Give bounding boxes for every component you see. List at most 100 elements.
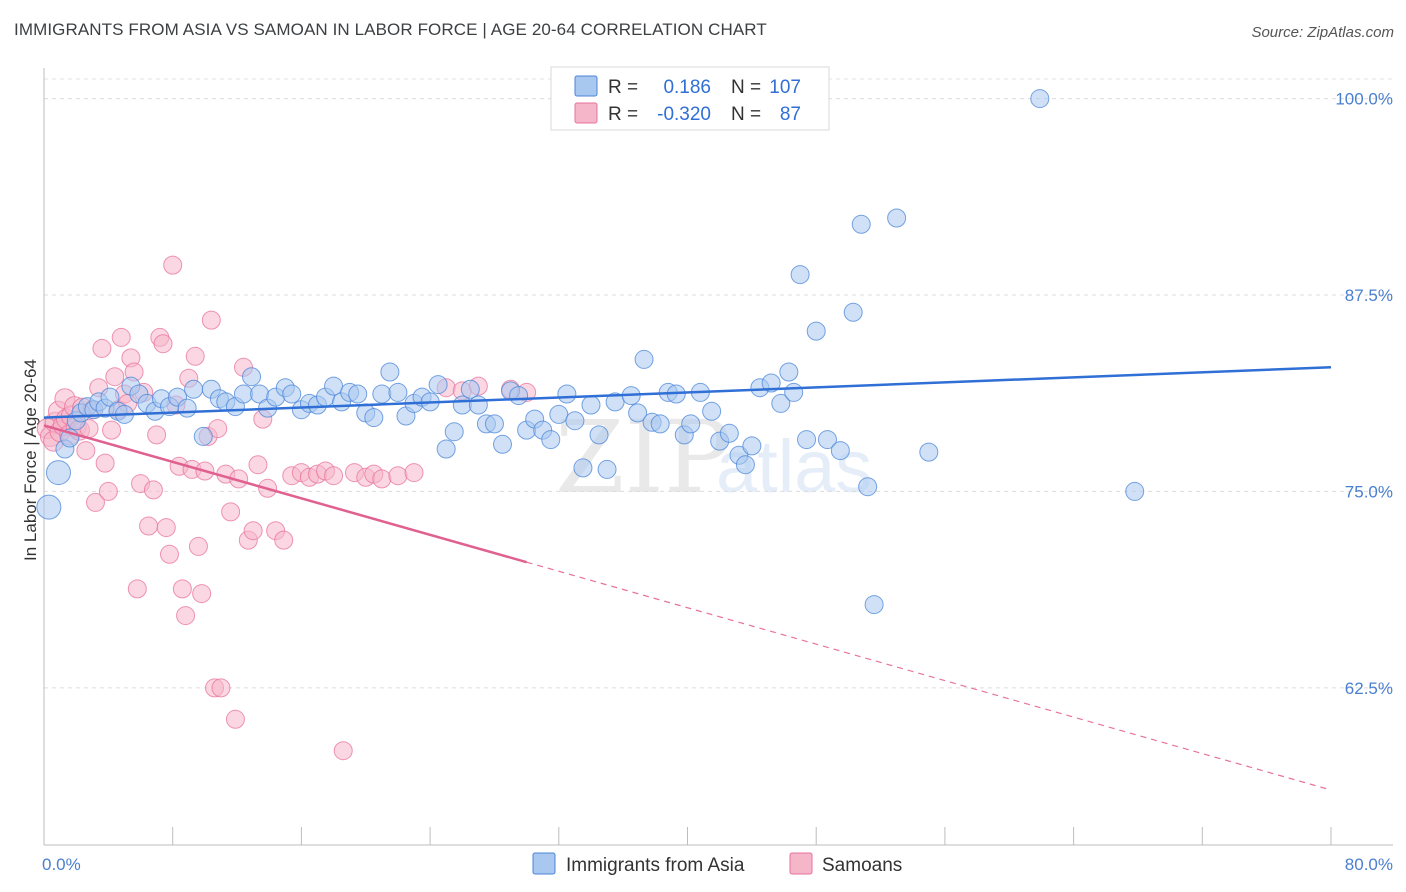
- asia-point: [282, 384, 302, 404]
- x-tick-label-min: 0.0%: [42, 855, 81, 874]
- asia-point: [36, 494, 62, 520]
- samoan-point: [172, 579, 192, 599]
- asia-point: [1030, 89, 1050, 109]
- samoan-point: [221, 502, 241, 522]
- samoan-point: [274, 530, 294, 550]
- asia-point: [565, 411, 585, 431]
- asia-point: [830, 441, 850, 461]
- asia-point: [864, 595, 884, 615]
- asia-point: [742, 436, 762, 456]
- samoan-point: [188, 536, 208, 556]
- legend-n-label-2: N =: [731, 104, 761, 125]
- asia-point: [428, 375, 448, 395]
- x-tick-label-max: 80.0%: [1345, 855, 1393, 874]
- asia-point: [771, 393, 791, 413]
- asia-point: [100, 387, 120, 407]
- trend-line-asia: [43, 366, 1332, 419]
- source-credit: Source: ZipAtlas.com: [1251, 24, 1394, 41]
- trend-line-samoans-dashed: [526, 561, 1332, 791]
- y-tick-labels: 62.5% 75.0% 87.5% 100.0%: [1335, 90, 1393, 698]
- trend-lines: [43, 366, 1332, 791]
- asia-point: [858, 477, 878, 497]
- asia-point: [761, 373, 781, 393]
- asia-point: [492, 434, 512, 454]
- asia-point: [452, 395, 472, 415]
- samoan-point: [127, 579, 147, 599]
- samoan-point: [185, 346, 205, 366]
- bottom-legend: Immigrants from Asia Samoans: [532, 852, 902, 876]
- samoan-point: [192, 584, 212, 604]
- asia-point: [681, 414, 701, 434]
- samoan-point: [95, 453, 115, 473]
- samoan-point: [324, 466, 344, 486]
- asia-point: [436, 439, 456, 459]
- asia-point: [388, 382, 408, 402]
- legend-n-value-2: 87: [780, 104, 801, 125]
- y-tick-label: 100.0%: [1335, 90, 1393, 109]
- y-tick-label: 87.5%: [1345, 286, 1393, 305]
- chart-title: IMMIGRANTS FROM ASIA VS SAMOAN IN LABOR …: [14, 20, 767, 39]
- samoan-point: [243, 521, 263, 541]
- samoan-point: [176, 606, 196, 626]
- legend-r-value-2: -0.320: [657, 104, 711, 125]
- asia-point: [589, 425, 609, 445]
- asia-point: [233, 384, 253, 404]
- series-immigrants-from-asia: [36, 89, 1145, 615]
- legend-n-label-1: N =: [731, 77, 761, 98]
- asia-point: [242, 367, 262, 387]
- y-tick-label: 75.0%: [1345, 482, 1393, 501]
- samoan-point: [404, 463, 424, 483]
- samoan-point: [111, 327, 131, 347]
- bottom-legend-swatch-blue: [532, 852, 556, 875]
- asia-point: [549, 404, 569, 424]
- bottom-legend-label-asia: Immigrants from Asia: [566, 855, 745, 876]
- asia-point: [468, 395, 488, 415]
- asia-point: [817, 430, 837, 450]
- asia-point: [887, 208, 907, 228]
- asia-point: [348, 384, 368, 404]
- legend-r-label-1: R =: [608, 77, 638, 98]
- asia-point: [784, 382, 804, 402]
- asia-point: [843, 302, 863, 322]
- legend-swatch-blue: [574, 75, 598, 97]
- asia-point: [484, 414, 504, 434]
- asia-point: [193, 426, 213, 446]
- y-tick-label: 62.5%: [1345, 679, 1393, 698]
- axes: [43, 68, 1393, 846]
- asia-point: [628, 403, 648, 423]
- samoan-point: [163, 255, 183, 275]
- samoan-point: [143, 480, 163, 500]
- samoan-point: [201, 310, 221, 330]
- asia-point: [460, 379, 480, 399]
- samoan-point: [153, 334, 173, 354]
- asia-point: [790, 265, 810, 285]
- legend: R = 0.186 N = 107 R = -0.320 N = 87: [550, 66, 830, 131]
- legend-r-label-2: R =: [608, 104, 638, 125]
- asia-point: [380, 362, 400, 382]
- legend-r-value-1: 0.186: [663, 77, 711, 98]
- samoan-point: [85, 492, 105, 512]
- asia-point: [719, 423, 739, 443]
- samoan-point: [102, 420, 122, 440]
- samoan-point: [248, 455, 268, 475]
- samoan-point: [388, 466, 408, 486]
- asia-point: [444, 422, 464, 442]
- asia-point: [597, 459, 617, 479]
- asia-point: [573, 458, 593, 478]
- asia-point: [184, 379, 204, 399]
- trend-line-samoans-solid: [43, 424, 527, 564]
- asia-point: [634, 349, 654, 369]
- asia-point: [509, 386, 529, 406]
- asia-point: [735, 455, 755, 475]
- samoan-point: [76, 441, 96, 461]
- asia-point: [364, 408, 384, 428]
- asia-point: [541, 430, 561, 450]
- legend-swatch-pink: [574, 102, 598, 124]
- asia-point: [919, 442, 939, 462]
- asia-point: [177, 398, 197, 418]
- samoan-point: [225, 709, 245, 729]
- asia-point: [779, 362, 799, 382]
- samoan-point: [139, 516, 159, 536]
- asia-point: [324, 376, 344, 396]
